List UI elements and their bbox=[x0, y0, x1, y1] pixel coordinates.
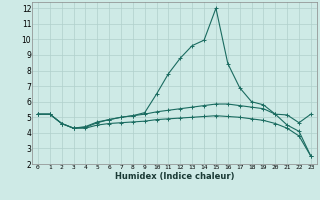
X-axis label: Humidex (Indice chaleur): Humidex (Indice chaleur) bbox=[115, 172, 234, 181]
